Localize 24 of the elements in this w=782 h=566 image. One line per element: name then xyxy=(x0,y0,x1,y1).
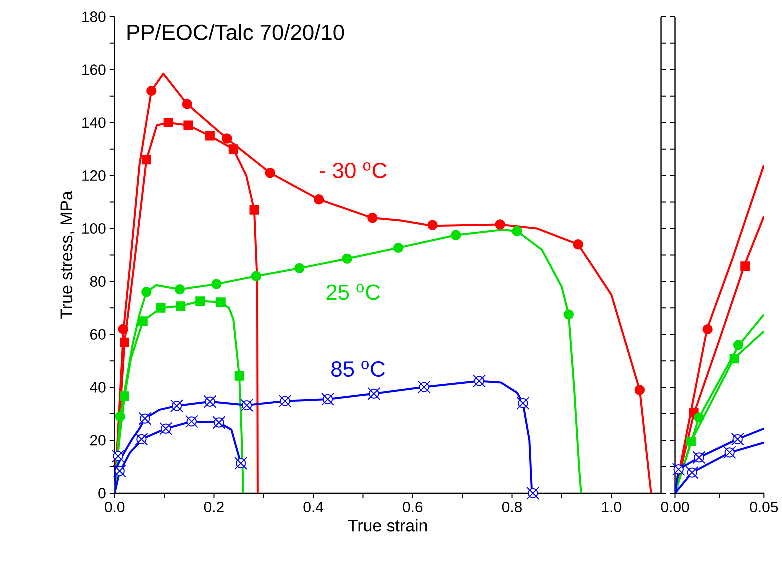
y-tick-label: 0 xyxy=(98,488,106,499)
x-tick-label: 0.2 xyxy=(204,502,224,512)
y-tick-label: 40 xyxy=(90,382,106,393)
x-tick-label: 0.4 xyxy=(304,502,324,512)
y-tick-label: 60 xyxy=(90,329,106,340)
y-tick-label: 180 xyxy=(82,12,106,22)
y-tick-label: 80 xyxy=(90,276,106,287)
x-tick-label: 0.00 xyxy=(661,502,690,512)
y-tick-label: 100 xyxy=(82,223,106,234)
y-tick-label: 160 xyxy=(82,64,106,76)
y-tick-label: 20 xyxy=(90,435,106,446)
x-tick-label: 0.6 xyxy=(403,502,423,512)
x-tick-label: 0.8 xyxy=(502,502,522,512)
y-tick-label: 140 xyxy=(82,117,106,128)
annotation: - 30 $^{o}$C xyxy=(320,162,387,178)
y-axis-title: True stress, MPa xyxy=(60,190,75,319)
annotation: 85 $^{o}$C xyxy=(332,360,386,377)
x-tick-label: 0.05 xyxy=(750,502,778,512)
x-tick-label: 0.0 xyxy=(105,502,125,512)
x-tick-label: 1.0 xyxy=(602,502,622,512)
chart-title: PP/EOC/Talc 70/20/10 xyxy=(128,24,344,40)
y-tick-label: 120 xyxy=(82,170,106,181)
annotation: 25 $^{o}$C xyxy=(326,284,380,300)
x-axis-title: True strain xyxy=(348,519,428,532)
